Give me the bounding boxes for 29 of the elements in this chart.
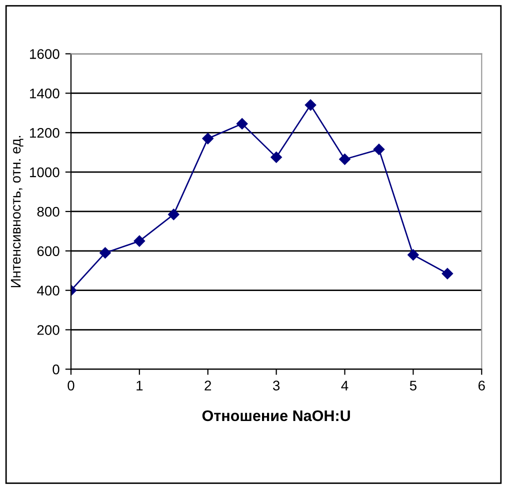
y-tick-label: 0 — [52, 364, 60, 374]
y-tick-label: 1000 — [30, 167, 60, 178]
x-tick-label: 5 — [410, 380, 416, 391]
y-tick-label: 1600 — [30, 49, 60, 59]
y-tick-label: 200 — [37, 325, 60, 335]
y-tick-label: 1200 — [30, 128, 60, 138]
x-tick-label: 0 — [68, 380, 74, 391]
point — [304, 99, 316, 111]
point — [100, 247, 111, 258]
y-axis-title: Интенсивность, отн. ед. — [10, 136, 24, 288]
point — [236, 118, 248, 130]
x-tick-label: 4 — [341, 380, 348, 390]
x-tick-label: 3 — [272, 380, 280, 391]
y-tick-label: 400 — [37, 286, 60, 296]
x-tick-label: 1 — [136, 380, 143, 390]
y-tick-label: 600 — [37, 246, 60, 256]
y-tick-label: 800 — [37, 206, 60, 217]
point — [202, 132, 214, 144]
point — [373, 144, 385, 156]
point — [442, 268, 454, 280]
y-tick-label: 1400 — [30, 88, 60, 98]
x-tick-label: 2 — [204, 380, 212, 390]
x-axis-title: Отношение NaOH:U — [202, 410, 350, 422]
point — [270, 152, 282, 163]
point — [339, 154, 350, 165]
x-tick-label: 6 — [478, 380, 485, 391]
point — [134, 235, 146, 247]
point — [408, 249, 419, 260]
point — [168, 208, 180, 220]
